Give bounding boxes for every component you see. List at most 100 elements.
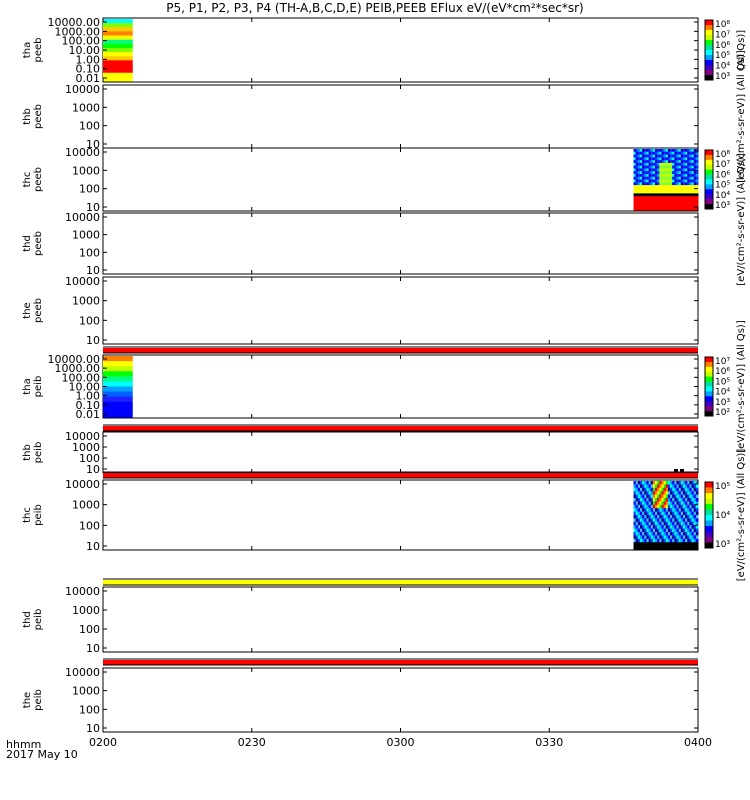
spectrogram-cell — [639, 515, 643, 519]
spectrogram-cell — [685, 535, 688, 540]
spectrogram-cell — [676, 196, 680, 200]
spectrogram-cell — [693, 545, 697, 550]
spectrogram-cell — [646, 176, 650, 180]
spectrogram-band — [103, 60, 133, 65]
spectrogram-cell — [678, 511, 682, 516]
spectrogram-cell — [682, 162, 686, 167]
spectrogram-cell — [646, 535, 650, 540]
spectrogram-cell — [665, 491, 669, 496]
colorbar-segment — [705, 50, 713, 56]
spectrogram-cell — [633, 542, 637, 547]
spectrogram-cell — [691, 193, 695, 197]
spectrogram-cell — [682, 198, 686, 203]
spectrogram-cell — [674, 521, 678, 526]
colorbar-segment — [705, 30, 713, 36]
spectrogram-cell — [633, 196, 637, 200]
spectrogram-cell — [670, 532, 673, 536]
spectrogram-cell — [657, 491, 660, 496]
spectrogram-cell — [687, 538, 690, 543]
spectrogram-cell — [644, 151, 647, 156]
spectrogram-cell — [637, 173, 641, 178]
spectrogram-cell — [676, 508, 680, 513]
spectrogram-cell — [635, 494, 639, 499]
spectrogram-cell — [689, 511, 693, 516]
spectrogram-cell — [637, 498, 641, 502]
spectrogram-cell — [695, 154, 699, 158]
spectrogram-cell — [646, 201, 650, 205]
spectrogram-cell — [682, 196, 686, 200]
spectrogram-cell — [682, 498, 686, 502]
quality-flag-bar — [103, 426, 698, 431]
spectrogram-cell — [678, 149, 682, 153]
spectrogram-cell — [646, 518, 650, 523]
spectrogram-cell — [678, 207, 682, 211]
spectrogram-cell — [678, 542, 682, 547]
spectrogram-cell — [693, 149, 697, 153]
spectrogram-cell — [676, 160, 680, 164]
spectrogram-cell — [657, 511, 660, 516]
spectrogram-cell — [642, 160, 645, 164]
spectrogram-cell — [685, 179, 688, 183]
spectrogram-cell — [685, 498, 688, 502]
spectrogram-cell — [672, 498, 675, 502]
spectrogram-cell — [687, 165, 690, 169]
spectrogram-cell — [635, 207, 639, 211]
spectrogram-cell — [661, 179, 665, 183]
colorbar-segment — [705, 509, 713, 516]
spectrogram-cell — [661, 204, 665, 208]
spectrogram-cell — [652, 491, 656, 496]
spectrogram-cell — [685, 545, 688, 550]
spectrogram-cell — [674, 168, 678, 172]
spectrogram-cell — [667, 149, 671, 153]
spectrogram-cell — [639, 481, 643, 485]
colorbar-label: (All Qs)] — [736, 30, 747, 70]
spectrogram-band — [103, 47, 133, 53]
y-tick-label: 100 — [79, 452, 100, 465]
quality-flag-bar — [103, 473, 698, 478]
spectrogram-cell — [646, 182, 650, 186]
spectrogram-cell — [650, 182, 654, 186]
spectrogram-cell — [682, 515, 686, 519]
spectrogram-cell — [657, 207, 660, 211]
spectrogram-cell — [646, 515, 650, 519]
spectrogram-cell — [652, 176, 656, 180]
spectrogram-cell — [637, 538, 641, 543]
spectrogram-cell — [635, 528, 639, 533]
spectrogram-cell — [650, 204, 654, 208]
spectrogram-cell — [657, 542, 660, 547]
spectrogram-cell — [687, 535, 690, 540]
spectrogram-cell — [672, 151, 675, 156]
spectrogram-cell — [685, 504, 688, 509]
spectrogram-cell — [633, 518, 637, 523]
spectrogram-cell — [665, 481, 669, 485]
spectrogram-cell — [650, 198, 654, 203]
spectrogram-cell — [650, 542, 654, 547]
spectrogram-cell — [665, 190, 669, 194]
spectrogram-cell — [650, 504, 654, 509]
spectrogram-cell — [633, 157, 637, 161]
spectrogram-cell — [648, 198, 652, 203]
spectrogram-cell — [646, 538, 650, 543]
spectrogram-cell — [637, 179, 641, 183]
spectrogram-cell — [695, 491, 699, 496]
spectrogram-cell — [665, 168, 669, 172]
spectrogram-cell — [652, 162, 656, 167]
y-axis-label-probe: thd — [22, 611, 33, 628]
y-tick-label: 100 — [79, 120, 100, 133]
spectrogram-cell — [637, 187, 641, 192]
spectrogram-cell — [693, 538, 697, 543]
spectrogram-cell — [637, 494, 641, 499]
spectrogram-cell — [667, 545, 671, 550]
spectrogram-cell — [659, 501, 662, 506]
spectrogram-cell — [637, 484, 641, 489]
spectrogram-cell — [652, 525, 656, 530]
spectrogram-cell — [670, 518, 673, 523]
spectrogram-cell — [674, 511, 678, 516]
spectrogram-cell — [644, 501, 647, 506]
spectrogram-cell — [663, 185, 667, 189]
spectrogram-cell — [637, 508, 641, 513]
spectrogram-cell — [693, 532, 697, 536]
spectrogram-cell — [687, 196, 690, 200]
spectrogram-cell — [667, 162, 671, 167]
spectrogram-cell — [676, 521, 680, 526]
